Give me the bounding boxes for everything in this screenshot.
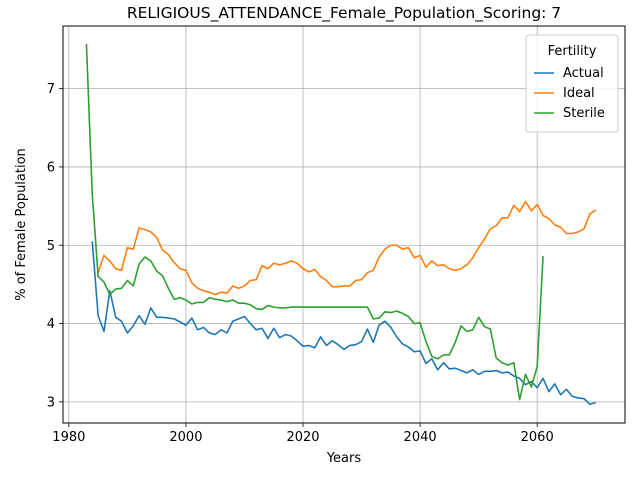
x-tick-label: 2020: [286, 430, 319, 445]
legend: Fertility Actual Ideal Sterile: [526, 35, 618, 132]
x-tick-label: 2040: [404, 430, 437, 445]
x-tick-label: 2000: [169, 430, 202, 445]
y-tick-label: 6: [47, 160, 55, 175]
y-tick-label: 7: [47, 82, 55, 97]
legend-label-sterile: Sterile: [563, 106, 605, 121]
legend-label-ideal: Ideal: [563, 86, 595, 101]
legend-title: Fertility: [548, 44, 597, 59]
y-tick-label: 5: [47, 239, 55, 254]
y-tick-label: 3: [47, 395, 55, 410]
x-tick-label: 1980: [52, 430, 85, 445]
chart-title: RELIGIOUS_ATTENDANCE_Female_Population_S…: [127, 4, 561, 23]
legend-label-actual: Actual: [563, 66, 604, 81]
y-tick-label: 4: [47, 317, 55, 332]
x-tick-label: 2060: [521, 430, 554, 445]
y-axis-label: % of Female Population: [14, 148, 29, 301]
x-axis-label: Years: [326, 451, 362, 466]
